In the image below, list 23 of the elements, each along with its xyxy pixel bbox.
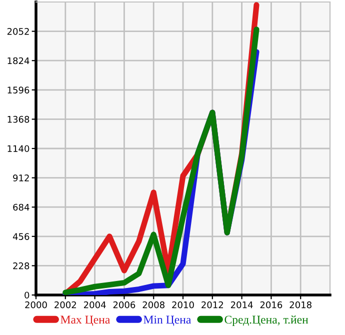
x-tick-label: 2014	[230, 301, 253, 308]
y-tick-label: 0	[24, 292, 30, 299]
y-tick-label: 1596	[8, 86, 30, 94]
x-tick-label: 2016	[260, 301, 282, 308]
y-tick-label: 1140	[8, 145, 30, 152]
legend-label: Min Цена	[144, 316, 192, 326]
x-tick-label: 2008	[142, 301, 164, 308]
y-tick-label: 684	[13, 204, 30, 211]
y-tick-label: 228	[13, 262, 30, 270]
legend-label: Max Цена	[60, 316, 110, 326]
x-tick-label: 2006	[113, 301, 136, 308]
x-tick-label: 2002	[54, 301, 76, 308]
legend-label: Сред.Цена, т.йен	[224, 315, 308, 326]
y-tick-label: 456	[12, 233, 30, 240]
y-tick-label: 912	[13, 174, 29, 182]
x-tick-label: 2012	[202, 301, 223, 308]
x-tick-label: 2000	[25, 301, 47, 308]
x-tick-label: 2018	[290, 301, 312, 308]
x-tick-label: 2004	[84, 301, 106, 308]
y-tick-label: 1824	[8, 57, 30, 64]
y-tick-label: 2052	[7, 28, 29, 35]
x-tick-label: 2010	[172, 301, 194, 308]
y-tick-label: 1368	[8, 116, 30, 123]
